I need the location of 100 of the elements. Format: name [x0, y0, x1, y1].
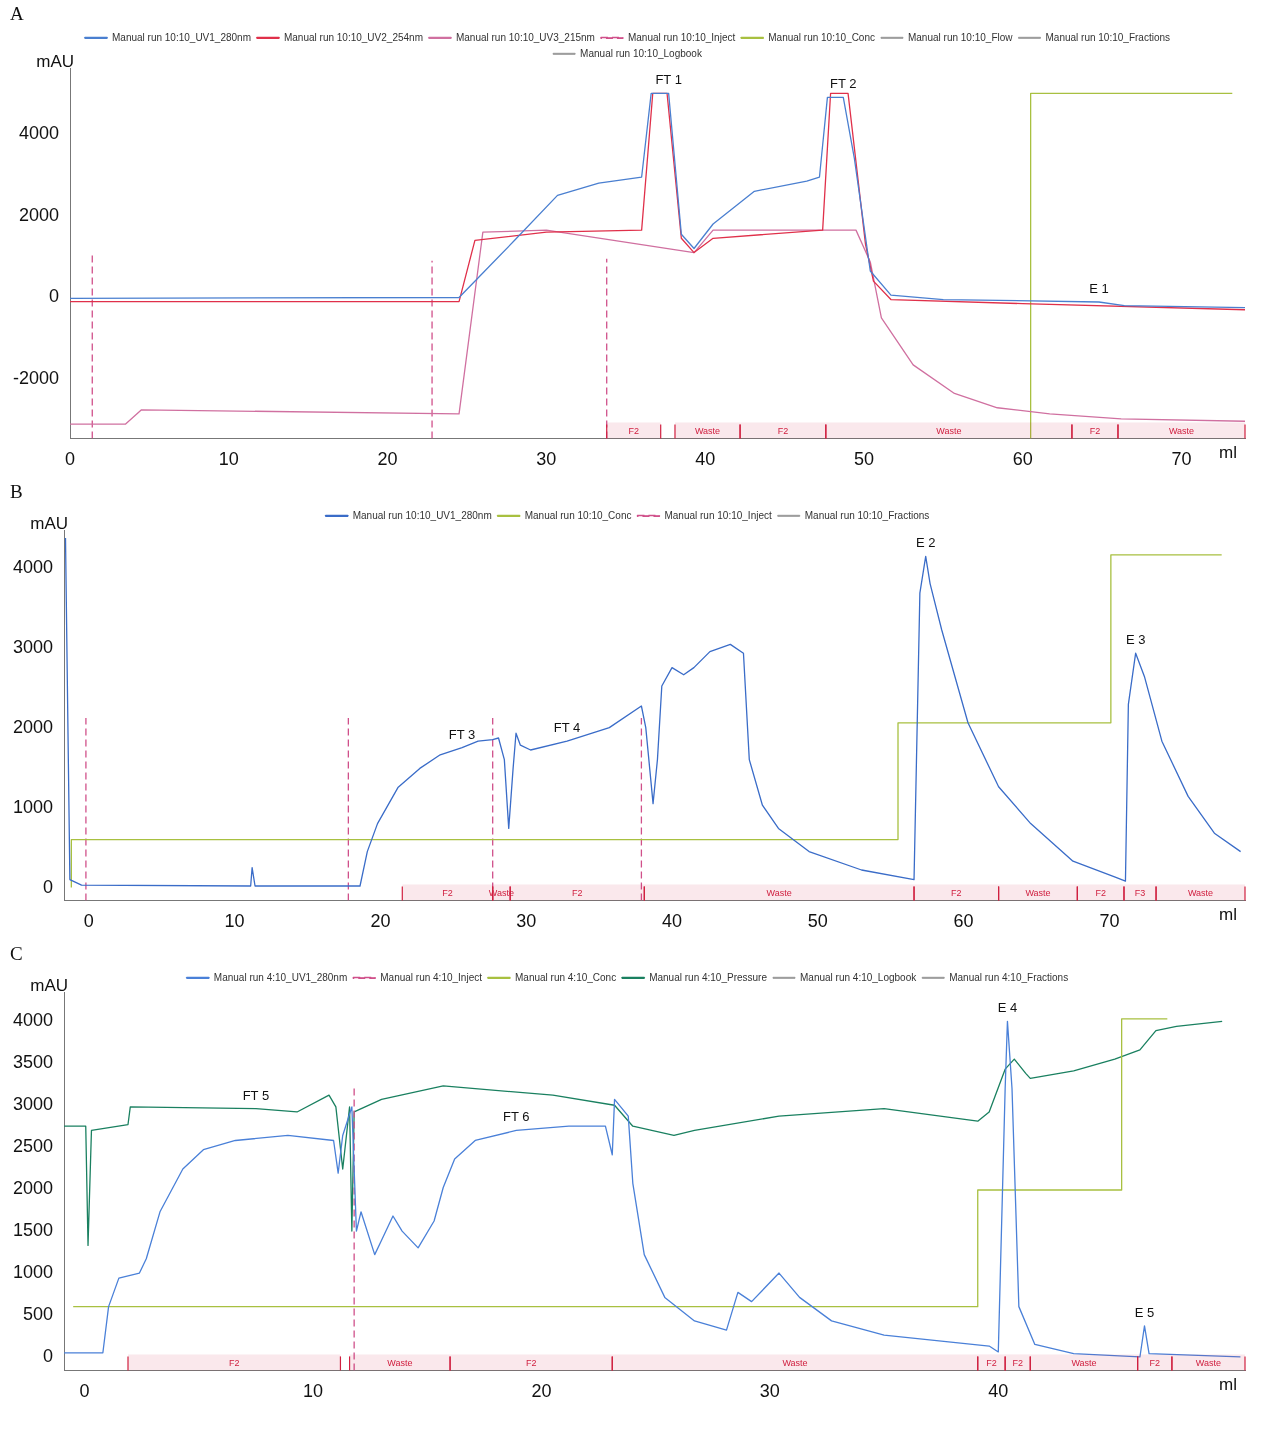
x-tick-label: 10 [303, 1381, 324, 1402]
x-tick-label: 50 [807, 911, 828, 932]
annotation: E 3 [1125, 632, 1146, 648]
x-tick-label: 40 [695, 449, 716, 470]
y-tick-label: 2000 [13, 716, 54, 737]
band-label: Waste [782, 1357, 808, 1368]
annotation: FT 2 [830, 76, 857, 92]
legend-label: Manual run 10:10_Inject [664, 509, 772, 521]
annotation: FT 1 [655, 72, 682, 88]
x-tick-label: 0 [79, 1381, 90, 1402]
annotation: FT 5 [242, 1087, 270, 1103]
band-label: Waste [766, 887, 792, 898]
y-tick-label: 1000 [13, 796, 54, 817]
band-label: F2 [571, 887, 583, 898]
y-axis-title: mAU [30, 513, 69, 533]
x-tick-label: 20 [377, 449, 398, 470]
x-tick-label: 20 [370, 911, 391, 932]
annotation: FT 4 [553, 720, 581, 736]
band-label: F2 [1149, 1357, 1161, 1368]
legend-label: Manual run 10:10_Inject [627, 31, 736, 43]
y-tick-label: 4000 [13, 1010, 54, 1031]
band-label: F2 [986, 1357, 997, 1368]
band-label: F2 [628, 425, 639, 436]
x-tick-label: 70 [1171, 449, 1192, 470]
band-label: F2 [1012, 1357, 1023, 1368]
band-label: Waste [387, 1357, 413, 1368]
x-tick-label: 60 [1012, 449, 1033, 470]
x-tick-label: 0 [83, 911, 94, 932]
band-label: Waste [1168, 425, 1195, 436]
text: Manual run 4:10_Fractions [949, 971, 1069, 983]
x-axis-title: ml [1219, 442, 1237, 462]
y-tick-label: 4000 [18, 123, 60, 144]
y-tick-label: 500 [23, 1303, 54, 1324]
band-label: F2 [228, 1357, 240, 1368]
y-tick-label: 2000 [18, 204, 60, 225]
legend-label: Manual run 10:10_UV1_280nm [112, 31, 251, 43]
legend-label: Manual run 4:10_Pressure [649, 971, 768, 983]
legend-label: Manual run 10:10_UV3_215nm [455, 31, 595, 43]
x-axis-title: ml [1219, 1374, 1237, 1394]
y-tick-label: 3000 [13, 636, 54, 657]
text: Manual run 10:10_Flow [907, 31, 1014, 43]
band-label: F2 [951, 887, 962, 898]
annotation: FT 6 [503, 1109, 530, 1125]
y-tick-label: 0 [43, 1345, 54, 1366]
band-label: Waste [1025, 887, 1051, 898]
annotation: E 2 [915, 535, 936, 551]
legend-label: Manual run 10:10_UV1_280nm [352, 509, 492, 521]
x-tick-label: 50 [853, 449, 874, 470]
legend-label: Manual run 4:10_UV1_280nm [213, 971, 348, 983]
y-tick-label: 3500 [13, 1052, 54, 1073]
y-tick-label: 4000 [13, 556, 54, 577]
x-tick-label: 10 [218, 449, 239, 470]
legend-label: Manual run 10:10_Conc [524, 509, 632, 521]
legend-label: Manual run 10:10_UV2_254nm [283, 31, 423, 43]
y-tick-label: 1500 [13, 1220, 54, 1241]
chart-title: C [10, 943, 23, 965]
annotation: E 4 [997, 1000, 1018, 1016]
y-tick-label: 2500 [13, 1136, 54, 1157]
x-tick-label: 40 [662, 911, 683, 932]
band-label: F2 [1089, 425, 1101, 436]
band-label: Waste [1195, 1357, 1222, 1368]
annotation: FT 3 [448, 726, 476, 742]
x-tick-label: 20 [531, 1381, 552, 1402]
y-tick-label: 1000 [13, 1262, 54, 1283]
text: Manual run 10:10_Logbook [580, 47, 703, 59]
legend-label: Manual run 10:10_Conc [768, 31, 875, 43]
text: Manual run 4:10_Logbook [800, 971, 918, 983]
y-axis-title: mAU [36, 51, 75, 71]
band-label: Waste [1187, 887, 1214, 898]
x-tick-label: 10 [224, 911, 245, 932]
band-label: Waste [1071, 1357, 1097, 1368]
chart-title: A [10, 3, 24, 25]
x-tick-label: 60 [953, 911, 974, 932]
band-label: F2 [777, 425, 789, 436]
text: Manual run 10:10_Fractions [1045, 31, 1171, 43]
chart-title: B [10, 481, 23, 503]
x-tick-label: 70 [1099, 911, 1120, 932]
annotation: E 5 [1134, 1305, 1155, 1321]
band-label: Waste [936, 425, 962, 436]
x-tick-label: 40 [988, 1381, 1009, 1402]
x-tick-label: 30 [759, 1381, 780, 1402]
x-tick-label: 30 [536, 449, 557, 470]
legend-label: Manual run 4:10_Conc [514, 971, 617, 983]
y-axis-title: mAU [30, 975, 69, 995]
x-tick-label: 0 [65, 449, 76, 470]
y-tick-label: 0 [43, 876, 54, 897]
text: Manual run 10:10_Fractions [804, 509, 930, 521]
band-label: F2 [1095, 887, 1106, 898]
x-tick-label: 30 [516, 911, 537, 932]
band-label: F2 [442, 887, 453, 898]
band-label: F3 [1134, 887, 1146, 898]
y-tick-label: 3000 [13, 1094, 54, 1115]
y-tick-label: -2000 [12, 368, 60, 389]
band-label: F2 [525, 1357, 537, 1368]
x-axis-title: ml [1219, 904, 1237, 924]
band-label: Waste [694, 425, 721, 436]
annotation: E 1 [1089, 281, 1109, 297]
legend-label: Manual run 4:10_Inject [380, 971, 483, 983]
y-tick-label: 0 [49, 286, 60, 307]
y-tick-label: 2000 [13, 1178, 54, 1199]
